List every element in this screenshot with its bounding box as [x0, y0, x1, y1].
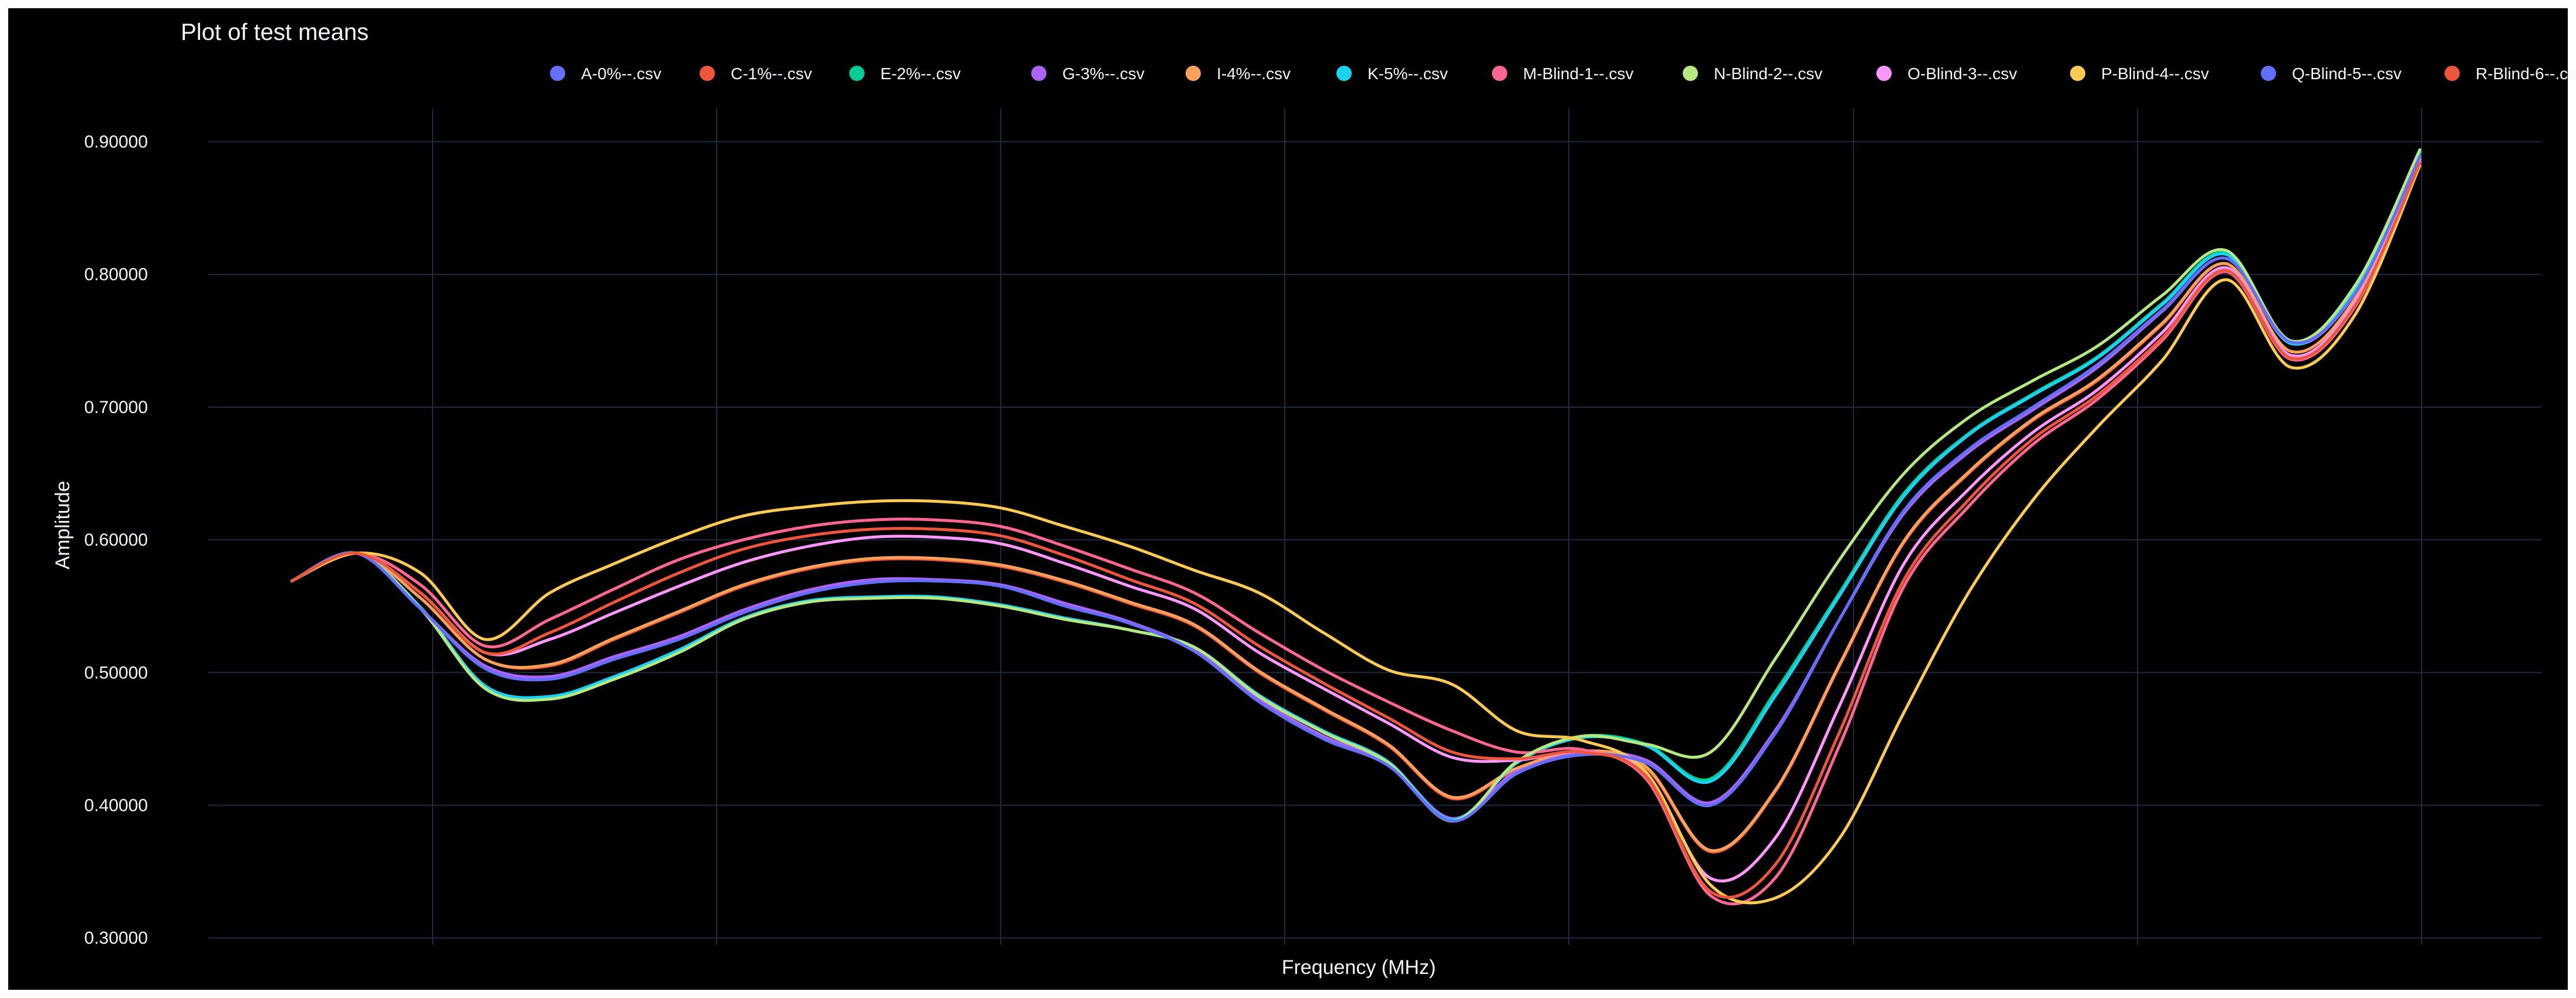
- legend-marker: [2261, 66, 2276, 81]
- legend-item[interactable]: C-1%--.csv: [700, 65, 812, 83]
- legend-marker: [849, 66, 865, 81]
- series-line: [290, 154, 2422, 823]
- legend-item[interactable]: M-Blind-1--.csv: [1492, 65, 1633, 83]
- series-line: [290, 157, 2422, 852]
- chart-title: Plot of test means: [181, 19, 369, 45]
- grid: [208, 109, 2541, 945]
- chart-frame: [8, 8, 2568, 990]
- legend-marker: [700, 66, 715, 81]
- legend-label: K-5%--.csv: [1368, 65, 1448, 83]
- series-line: [290, 164, 2422, 905]
- legend-label: R-Blind-6--.csv: [2476, 65, 2576, 83]
- legend-label: C-1%--.csv: [731, 65, 812, 83]
- legend-marker: [1031, 66, 1046, 81]
- legend-marker: [2070, 66, 2085, 81]
- legend-item[interactable]: P-Blind-4--.csv: [2070, 65, 2209, 83]
- legend-label: N-Blind-2--.csv: [1714, 65, 1822, 83]
- legend-label: O-Blind-3--.csv: [1907, 65, 2017, 83]
- y-tick-label: 0.90000: [85, 133, 148, 152]
- legend[interactable]: A-0%--.csv C-1%--.csv E-2%--.csv G-3%--.csv…: [528, 54, 2576, 93]
- legend-label: P-Blind-4--.csv: [2101, 65, 2209, 83]
- series-line: [290, 149, 2422, 823]
- legend-label: E-2%--.csv: [880, 65, 961, 83]
- legend-marker: [1492, 66, 1507, 81]
- legend-marker: [1876, 66, 1892, 81]
- legend-marker: [1683, 66, 1698, 81]
- legend-label: M-Blind-1--.csv: [1523, 65, 1633, 83]
- legend-item[interactable]: R-Blind-6--.csv: [2445, 65, 2576, 83]
- series-lines: [290, 148, 2422, 906]
- y-tick-label: 0.70000: [85, 398, 148, 417]
- legend-item[interactable]: Q-Blind-5--.csv: [2261, 65, 2402, 83]
- y-tick-label: 0.50000: [85, 663, 148, 682]
- y-axis-label: Amplitude: [52, 481, 74, 569]
- legend-item[interactable]: I-4%--.csv: [1186, 65, 1291, 83]
- series-line: [290, 148, 2422, 823]
- legend-item[interactable]: N-Blind-2--.csv: [1683, 65, 1822, 83]
- y-axis-ticks: 0.30000 0.40000 0.50000 0.60000 0.70000 0.800…: [85, 133, 148, 948]
- legend-marker: [2445, 66, 2460, 81]
- series-line: [290, 154, 2422, 820]
- series-line: [290, 154, 2422, 823]
- legend-marker: [1336, 66, 1352, 81]
- legend-marker: [1186, 66, 1201, 81]
- y-tick-label: 0.60000: [85, 530, 148, 550]
- x-axis-label: Frequency (MHz): [1282, 956, 1436, 979]
- legend-label: I-4%--.csv: [1217, 65, 1291, 83]
- legend-label: G-3%--.csv: [1062, 65, 1144, 83]
- legend-label: Q-Blind-5--.csv: [2292, 65, 2402, 83]
- series-line: [290, 160, 2422, 883]
- y-tick-label: 0.40000: [85, 796, 148, 816]
- legend-item[interactable]: A-0%--.csv: [550, 65, 661, 83]
- series-line: [290, 151, 2422, 821]
- y-tick-label: 0.30000: [85, 929, 148, 948]
- legend-item[interactable]: G-3%--.csv: [1031, 65, 1144, 83]
- y-tick-label: 0.80000: [85, 265, 148, 285]
- series-line: [290, 161, 2422, 906]
- legend-marker: [550, 66, 565, 81]
- legend-item[interactable]: K-5%--.csv: [1336, 65, 1448, 83]
- legend-item[interactable]: O-Blind-3--.csv: [1876, 65, 2017, 83]
- legend-label: A-0%--.csv: [581, 65, 661, 83]
- series-line: [290, 161, 2422, 899]
- legend-item[interactable]: E-2%--.csv: [849, 65, 961, 83]
